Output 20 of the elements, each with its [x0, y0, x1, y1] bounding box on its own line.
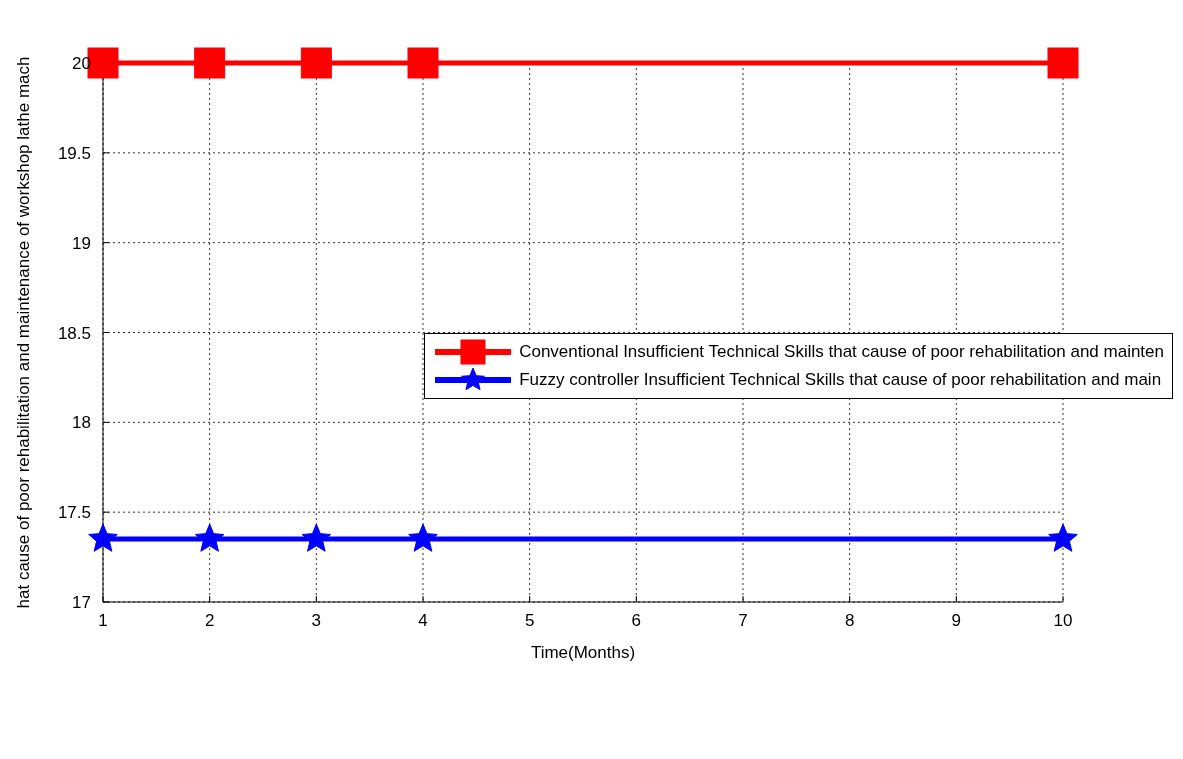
- y-tick-label: 17.5: [57, 503, 91, 523]
- y-tick-label: 18: [72, 413, 91, 433]
- x-tick-label: 3: [311, 611, 322, 631]
- y-tick-label: 19: [72, 233, 91, 253]
- x-tick-label: 5: [524, 611, 535, 631]
- y-tick-label: 18.5: [57, 323, 91, 343]
- x-tick-label: 9: [951, 611, 962, 631]
- x-axis-title: Time(Months): [530, 643, 636, 662]
- x-tick-label: 8: [844, 611, 855, 631]
- x-tick-label: 10: [1053, 611, 1073, 631]
- legend-label: Fuzzy controller Insufficient Technical Skills that cause of poor rehabilitation and main: [519, 370, 1162, 390]
- legend-label: Conventional Insufficient Technical Skills that cause of poor rehabilitation and mainten: [519, 342, 1164, 362]
- y-tick-label: 17: [72, 593, 91, 613]
- x-tick-label: 1: [98, 611, 108, 631]
- y-axis-title: hat cause of poor rehabilitation and maintenance of workshop lathe mach: [14, 56, 34, 609]
- x-tick-label: 6: [631, 611, 642, 631]
- x-tick-label: 2: [204, 611, 215, 631]
- x-tick-label: 7: [738, 611, 748, 631]
- x-tick-label: 4: [418, 611, 428, 631]
- y-tick-label: 19.5: [57, 143, 91, 163]
